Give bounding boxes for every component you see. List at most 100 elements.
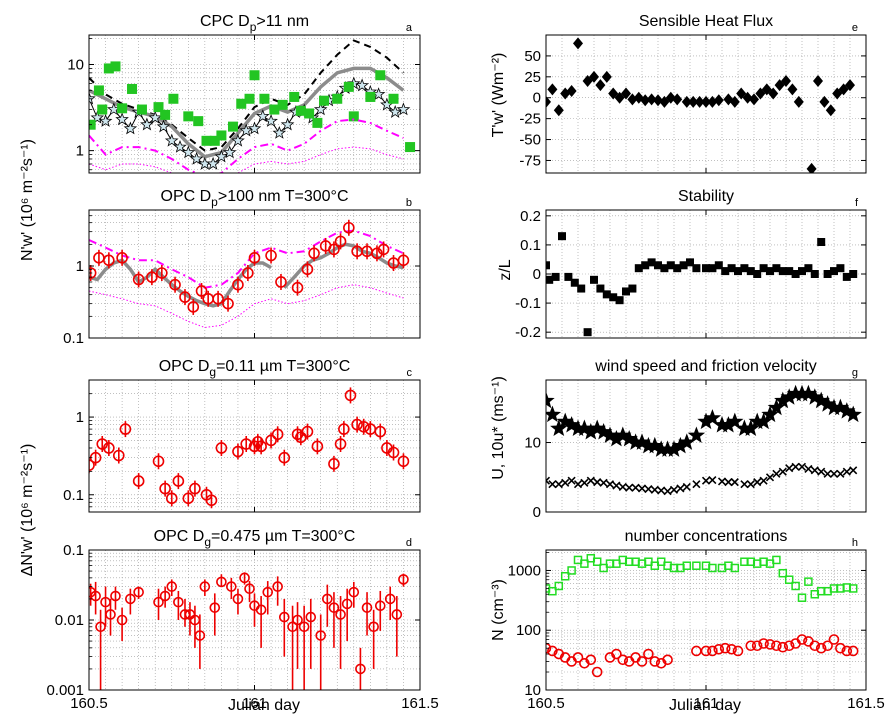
series-g-1-x-point [657, 486, 666, 495]
series-a-2-star-point [231, 133, 245, 147]
series-h-1-circle-point [828, 634, 840, 645]
series-g-1-x-point [823, 469, 832, 478]
panel-e: -75 -50 -25 0 25 50 Sensible Heat Flux e [519, 13, 867, 174]
series-a-3-square-point [89, 119, 96, 130]
series-d-0-circle-point [328, 602, 340, 613]
series-h-1-circle-point [713, 643, 725, 655]
series-a-3-square-point [289, 91, 300, 102]
series-group-f [546, 232, 858, 337]
series-e-0-diamond-point [547, 83, 558, 96]
panel-letter-f: f [855, 197, 859, 209]
series-d-0-circle-point [125, 593, 136, 605]
series-e-0-diamond-point [672, 93, 683, 106]
series-g-1-x-point [765, 473, 775, 482]
series-a-3-square-point [93, 85, 104, 96]
series-h-1-circle-point [700, 645, 712, 657]
series-g-1-x-point [663, 487, 672, 496]
ytick-label-c: 1 [76, 409, 84, 426]
series-h-0-square-point [560, 572, 570, 581]
panel-letter-g: g [852, 367, 858, 379]
ytick-label-e: -75 [519, 152, 541, 169]
series-f-0-square-point [583, 328, 592, 337]
series-g-1-x-point [567, 476, 576, 485]
series-a-2-star-point [256, 109, 270, 123]
series-h-0-square-point [784, 575, 794, 584]
series-h-1-circle-point [751, 640, 763, 652]
series-a-2-star-point [156, 119, 171, 133]
series-d-0-circle-point [216, 576, 227, 588]
series-a-3-square-point [209, 135, 220, 146]
series-g-1-x-point [637, 484, 647, 493]
series-a-3-square-point [343, 81, 354, 92]
series-h-0-square-point [554, 581, 564, 591]
series-d-0-circle-point [298, 621, 310, 633]
panel-title-b: OPC Dp>100 nm T=300°C [161, 188, 349, 209]
series-a-2-star-point [396, 102, 411, 116]
series-a-2-star-point [98, 113, 113, 127]
series-f-0-square-point [647, 258, 656, 267]
ytick-label-a: 10 [67, 56, 84, 73]
series-g-1-x-point [625, 483, 634, 492]
series-e-0-diamond-point [819, 95, 830, 108]
series-f-0-square-point [727, 264, 736, 273]
series-g-0-star-point [767, 398, 786, 416]
xtick-label-h: 161.5 [847, 695, 885, 712]
series-f-0-square-point [721, 267, 730, 276]
series-g-1-x-point [669, 485, 679, 494]
series-e-0-diamond-point [646, 93, 657, 106]
series-a-4-line [89, 118, 404, 173]
series-e-0-diamond-point [845, 79, 855, 92]
series-g-1-x-point [817, 467, 826, 476]
ytick-label-h: 10 [524, 682, 541, 699]
series-a-2-star-point [89, 91, 96, 105]
series-d-0-circle-point [232, 593, 244, 605]
series-d-0-circle-point [272, 581, 283, 592]
series-d-0-circle-point [209, 602, 221, 613]
series-a-3-square-point [160, 109, 171, 120]
panel-title-a: CPC Dp>11 nm [200, 13, 309, 34]
series-a-2-star-point [239, 123, 253, 137]
series-f-0-square-point [740, 264, 749, 273]
series-f-0-square-point [673, 264, 682, 273]
series-d-0-circle-point [194, 630, 206, 641]
xlabel-left: Julian day [228, 697, 300, 714]
series-a-2-star-point [222, 145, 237, 159]
series-a-2-star-point [355, 78, 369, 92]
panel-letter-c: c [407, 367, 413, 379]
series-g-1-x-point [573, 480, 583, 489]
panel-title-e: Sensible Heat Flux [639, 13, 773, 30]
series-a-3-square-point [201, 135, 212, 146]
series-h-0-square-point [804, 577, 813, 586]
xtick-label-h: 160.5 [527, 695, 565, 712]
series-f-0-square-point [558, 232, 566, 241]
series-h-0-square-point [567, 566, 576, 575]
series-e-0-diamond-point [806, 162, 817, 173]
series-d-0-circle-point [348, 586, 360, 598]
series-g-1-x-point [631, 483, 640, 492]
series-d-0-circle-point [361, 602, 373, 613]
series-h-0-square-point [692, 561, 701, 570]
series-g-0-star-point [703, 409, 722, 426]
panel-title-d: OPC Dg=0.475 µm T=300°C [154, 528, 356, 549]
series-d-0-circle-point [105, 609, 116, 620]
series-a-3-square-point [127, 83, 138, 94]
series-f-0-square-point [836, 264, 845, 273]
series-d-0-circle-point [305, 611, 317, 623]
series-a-3-square-point [312, 117, 323, 128]
series-h-1-circle-point [764, 639, 776, 650]
series-f-0-square-point [660, 264, 669, 273]
series-f-0-square-point [734, 267, 742, 276]
series-h-1-circle-point [617, 654, 629, 666]
ytick-label-c: 0.1 [63, 487, 84, 504]
series-d-0-circle-point [166, 581, 178, 592]
series-a-2-star-point [140, 117, 154, 131]
series-h-1-circle-point [783, 640, 795, 652]
series-a-2-star-point [313, 102, 328, 116]
series-h-1-circle-point [611, 648, 622, 660]
series-group-d [89, 572, 409, 690]
series-e-0-diamond-point [781, 75, 791, 87]
series-h-0-square-point [730, 563, 740, 573]
series-e-0-diamond-point [653, 94, 663, 107]
series-g-0-star-point [726, 412, 744, 430]
series-g-0-star-point [550, 419, 568, 437]
